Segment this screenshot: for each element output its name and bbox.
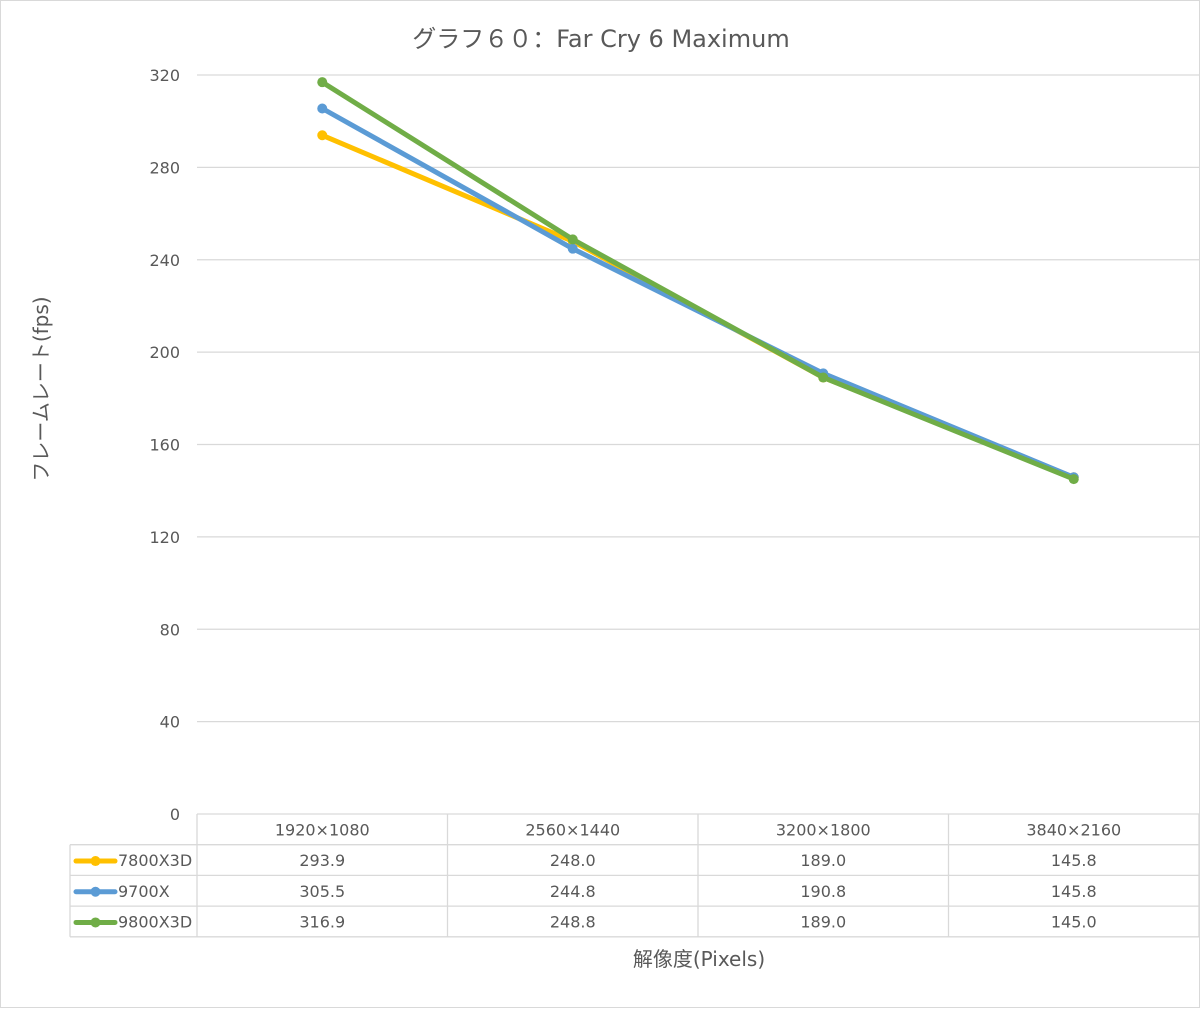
x-category-label: 2560×1440 bbox=[525, 820, 620, 839]
gridlines bbox=[197, 74, 1199, 723]
x-axis-title: 解像度(Pixels) bbox=[633, 947, 765, 971]
chart-title: グラフ６０：Far Cry 6 Maximum bbox=[412, 25, 789, 53]
data-point-9700X bbox=[317, 103, 328, 114]
x-category-label: 3840×2160 bbox=[1026, 820, 1121, 839]
data-value-cell: 244.8 bbox=[550, 882, 596, 901]
y-tick-label: 40 bbox=[160, 713, 180, 732]
legend-marker-9800X3D bbox=[90, 917, 101, 928]
data-point-7800X3D bbox=[317, 130, 328, 141]
legend-label: 9700X bbox=[118, 882, 170, 901]
series-line-9800X3D bbox=[319, 79, 1077, 482]
data-value-cell: 248.0 bbox=[550, 851, 596, 870]
y-tick-label: 160 bbox=[149, 436, 180, 455]
y-tick-label: 200 bbox=[149, 343, 180, 362]
y-tick-label: 240 bbox=[149, 251, 180, 270]
y-tick-labels: 0 40 80 120 160 200 240 280 320 bbox=[149, 66, 180, 824]
data-value-cell: 316.9 bbox=[299, 912, 345, 931]
data-table: 1920×1080 2560×1440 3200×1800 3840×2160 7800… bbox=[69, 813, 1200, 938]
data-point-9700X bbox=[567, 243, 578, 254]
data-value-cell: 293.9 bbox=[299, 851, 345, 870]
y-tick-label: 280 bbox=[149, 158, 180, 177]
data-value-cell: 189.0 bbox=[800, 851, 846, 870]
data-point-9800X3D bbox=[1068, 474, 1079, 485]
data-point-9800X3D bbox=[818, 372, 829, 383]
data-value-cell: 189.0 bbox=[800, 912, 846, 931]
legend-marker-9700X bbox=[90, 886, 101, 897]
data-point-9800X3D bbox=[317, 77, 328, 88]
y-axis-title: フレームレート(fps) bbox=[29, 296, 53, 481]
data-value-cell: 145.8 bbox=[1051, 851, 1097, 870]
x-category-label: 3200×1800 bbox=[776, 820, 871, 839]
y-tick-label: 320 bbox=[149, 66, 180, 85]
y-tick-label: 80 bbox=[160, 620, 180, 639]
data-value-cell: 145.8 bbox=[1051, 882, 1097, 901]
legend-label: 7800X3D bbox=[118, 851, 192, 870]
x-category-label: 1920×1080 bbox=[275, 820, 370, 839]
data-value-cell: 248.8 bbox=[550, 912, 596, 931]
data-point-9800X3D bbox=[567, 234, 578, 245]
legend-marker-7800X3D bbox=[90, 856, 101, 867]
series-line-9700X bbox=[319, 106, 1077, 480]
data-value-cell: 145.0 bbox=[1051, 912, 1097, 931]
series-lines bbox=[317, 77, 1079, 485]
y-tick-label: 120 bbox=[149, 528, 180, 547]
data-value-cell: 190.8 bbox=[800, 882, 846, 901]
legend-label: 9800X3D bbox=[118, 912, 192, 931]
data-value-cell: 305.5 bbox=[299, 882, 345, 901]
y-tick-label: 0 bbox=[170, 805, 180, 824]
